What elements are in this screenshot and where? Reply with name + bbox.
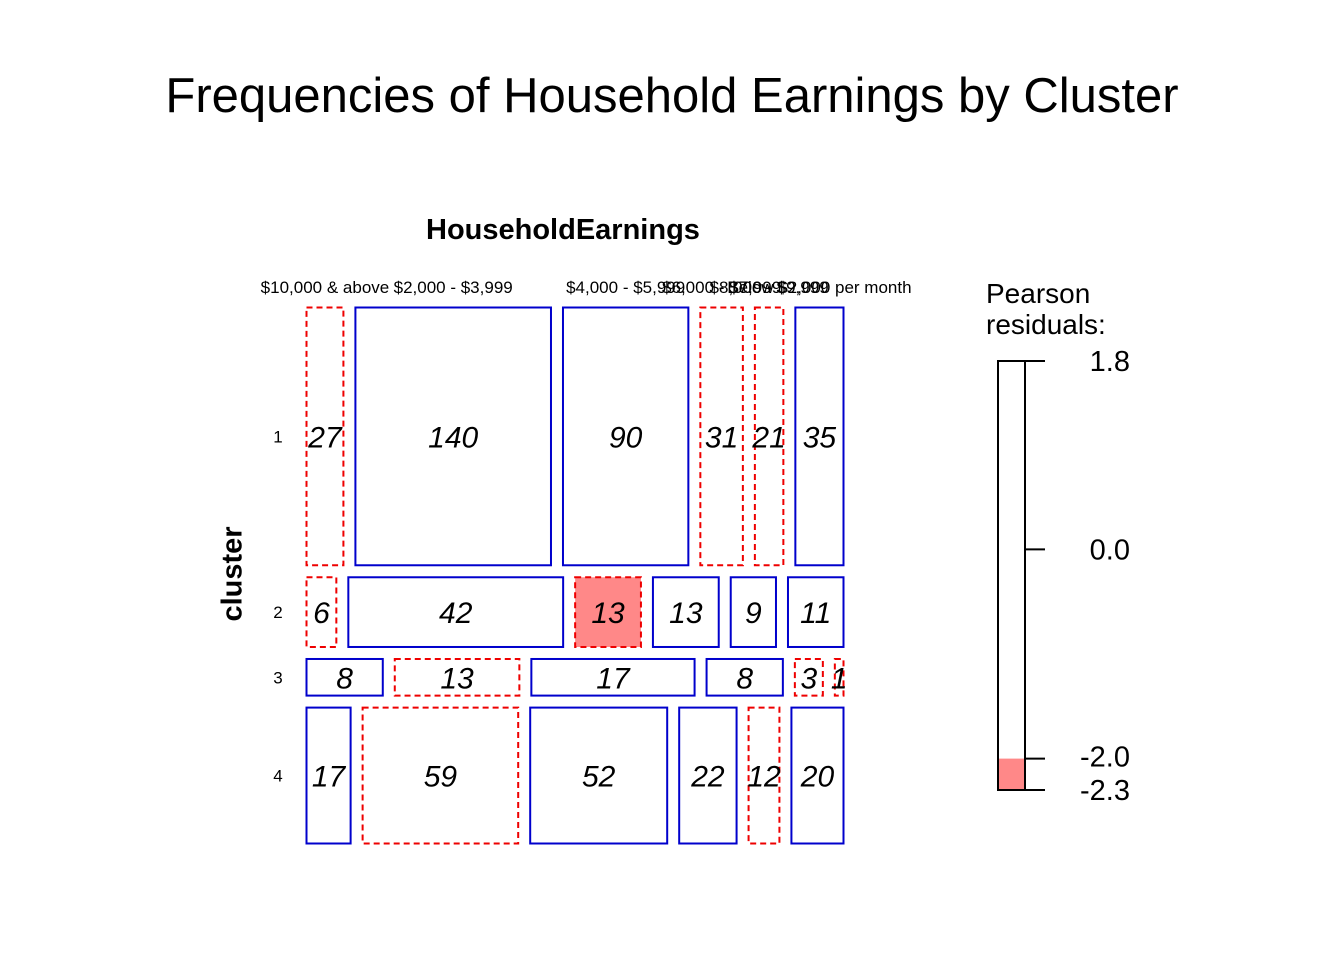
mosaic-cell xyxy=(393,657,521,697)
cell-value-label: 1 xyxy=(831,662,848,695)
x-variable-label: HouseholdEarnings xyxy=(426,214,700,246)
column-label: $10,000 & above xyxy=(261,278,390,297)
legend-title-line1: Pearson xyxy=(986,278,1091,309)
cell-value-label: 52 xyxy=(582,761,616,794)
column-label: $6,000 - $7,999 xyxy=(662,278,781,297)
cell-value-label: 140 xyxy=(428,421,478,454)
mosaic-cell xyxy=(561,306,690,567)
mosaic-cell xyxy=(305,706,352,845)
legend-tick-label: 0.0 xyxy=(1090,534,1130,566)
mosaic-cell xyxy=(705,657,784,697)
mosaic-cell xyxy=(786,576,845,648)
legend-tick-label: -2.3 xyxy=(1080,775,1130,807)
cell-value-label: 8 xyxy=(736,662,753,695)
cell-value-label: 12 xyxy=(747,761,781,794)
cell-value-label: 22 xyxy=(690,761,725,794)
mosaic-cell xyxy=(699,306,744,567)
cell-value-label: 21 xyxy=(751,421,785,454)
column-label: $4,000 - $5,999 xyxy=(566,278,685,297)
cell-value-label: 31 xyxy=(705,421,738,454)
cell-value-label: 11 xyxy=(800,597,831,630)
mosaic-cell xyxy=(729,576,777,648)
column-label: $8,000 - $9,999 xyxy=(710,278,829,297)
row-label: 3 xyxy=(273,668,282,687)
cell-value-label: 6 xyxy=(313,597,330,630)
row-label: 4 xyxy=(273,767,282,786)
mosaic-cell xyxy=(574,576,642,648)
mosaic-cell xyxy=(753,306,785,567)
cell-value-label: 17 xyxy=(596,662,631,695)
mosaic-cell xyxy=(305,306,345,567)
cell-value-label: 20 xyxy=(800,761,835,794)
cell-value-label: 8 xyxy=(336,662,353,695)
mosaic-cell xyxy=(678,706,738,845)
mosaic-cell xyxy=(651,576,720,648)
row-label: 2 xyxy=(273,603,282,622)
cell-value-label: 17 xyxy=(312,761,347,794)
column-label: $2,000 - $3,999 xyxy=(394,278,513,297)
mosaic-cell xyxy=(794,306,845,567)
cell-value-label: 9 xyxy=(745,597,762,630)
mosaic-cell xyxy=(354,306,552,567)
mosaic-cell xyxy=(833,657,845,697)
legend-shade-band xyxy=(998,758,1025,790)
mosaic-cell xyxy=(305,576,338,648)
cell-value-label: 42 xyxy=(439,597,473,630)
legend-bar xyxy=(997,360,1026,791)
legend-title-line2: residuals: xyxy=(986,309,1106,340)
cell-value-label: 13 xyxy=(669,597,703,630)
cell-value-label: 13 xyxy=(440,662,474,695)
cell-value-label: 13 xyxy=(591,597,625,630)
mosaic-cell xyxy=(305,657,384,697)
mosaic-cell xyxy=(747,706,781,845)
mosaic-cell xyxy=(529,706,669,845)
row-label: 1 xyxy=(273,427,282,446)
legend-title: Pearson residuals: xyxy=(986,278,1106,340)
cell-value-label: 59 xyxy=(424,761,458,794)
cell-value-label: 90 xyxy=(609,421,643,454)
chart-title: Frequencies of Household Earnings by Clu… xyxy=(165,69,1179,123)
cell-value-label: 3 xyxy=(801,662,818,695)
mosaic-cell xyxy=(790,706,845,845)
mosaic-cell xyxy=(530,657,696,697)
cell-value-label: 27 xyxy=(307,421,343,454)
cell-value-label: 35 xyxy=(803,421,837,454)
mosaic-cell xyxy=(347,576,565,648)
legend-tick-label: 1.8 xyxy=(1090,346,1130,378)
mosaic-cell xyxy=(361,706,520,845)
legend-tick-label: -2.0 xyxy=(1080,742,1130,774)
mosaic-cell xyxy=(793,657,824,697)
column-label: Below $2,000 per month xyxy=(727,278,911,297)
